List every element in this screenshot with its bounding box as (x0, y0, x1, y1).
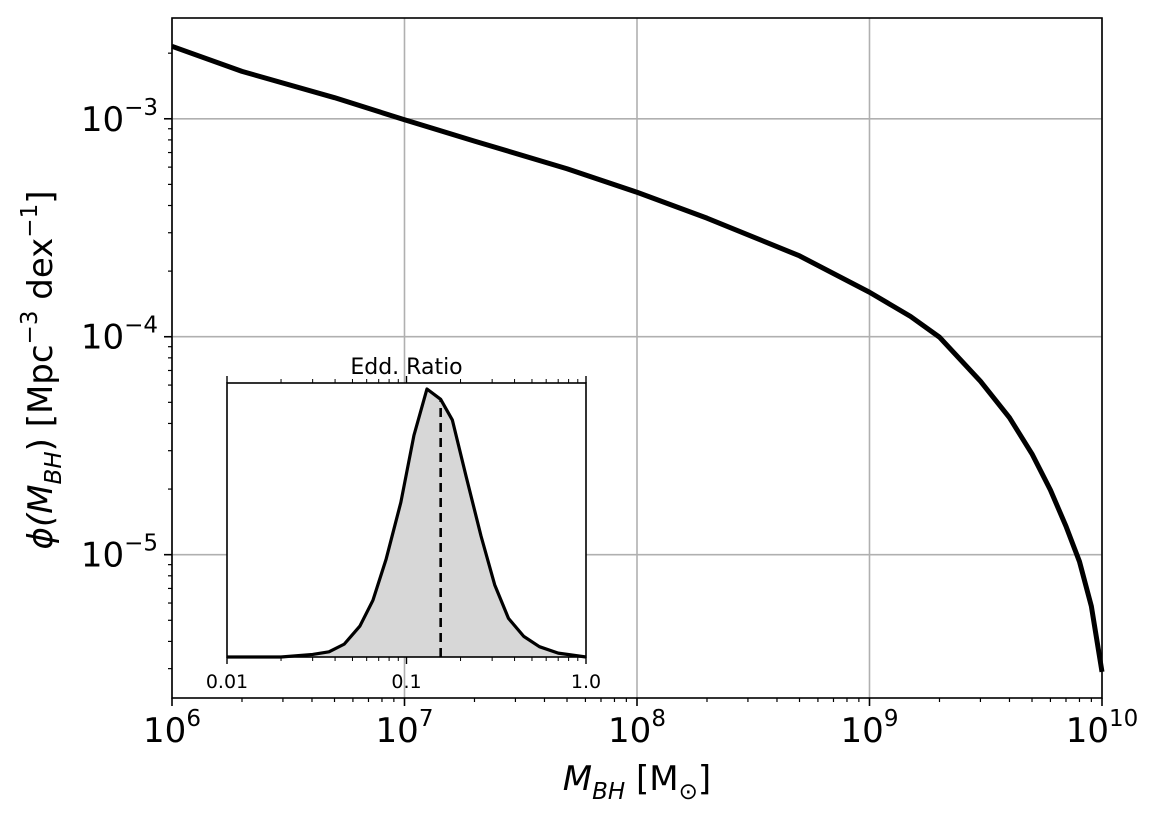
y-axis-label: ϕ(MBH) [Mpc−3 dex−1] (17, 191, 67, 550)
x-tick-label: 107 (376, 706, 434, 751)
axis-labels: MBH [M⊙] ϕ(MBH) [Mpc−3 dex−1] (17, 191, 711, 805)
y-tick-label: 10−4 (81, 313, 158, 358)
x-axis-label: MBH [M⊙] (563, 759, 711, 805)
main-series-layer (171, 43, 1105, 673)
inset-x-tick-label: 0.1 (391, 671, 421, 693)
y-tick-label: 10−5 (81, 531, 158, 576)
x-tick-label: 109 (841, 706, 899, 751)
inset-x-tick-label: 0.01 (206, 671, 248, 693)
inset-x-tick-label: 1.0 (571, 671, 601, 693)
main-axis-ticks: 106 107 108 109 1010 10−3 10−4 10−5 (81, 52, 1139, 751)
inset-title: Edd. Ratio (350, 355, 462, 380)
main-series-line (171, 43, 1105, 673)
x-tick-label: 106 (143, 706, 201, 751)
inset-series-line (227, 387, 587, 659)
inset-chart: 0.01 0.1 1.0 Edd. Ratio (206, 355, 601, 693)
x-tick-label: 1010 (1066, 706, 1139, 751)
x-tick-label: 108 (608, 706, 666, 751)
y-tick-label: 10−3 (81, 95, 158, 140)
